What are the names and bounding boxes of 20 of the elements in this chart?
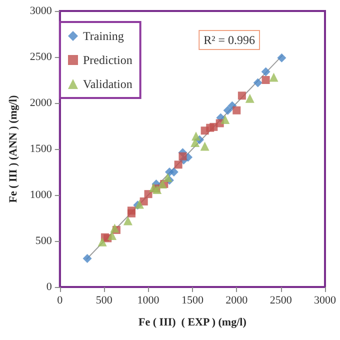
x-tick-label: 2500: [270, 294, 292, 306]
x-tick-label: 3000: [314, 294, 336, 306]
x-tick-label: 0: [57, 294, 64, 306]
y-tick-label: 2000: [30, 97, 52, 109]
y-tick-label: 1000: [30, 189, 52, 201]
x-tick-label: 1500: [181, 294, 204, 306]
x-axis-title: Fe ( III) ( EXP ) (mg/l): [138, 316, 247, 328]
y-tick-label: 3000: [30, 5, 52, 17]
x-tick-label: 2000: [226, 294, 248, 306]
y-tick-label: 2500: [30, 51, 52, 63]
annotation: R² = 0.996: [204, 33, 256, 47]
y-axis-title: Fe ( III ) (ANN ) (mg/l): [8, 94, 20, 203]
legend-label: Prediction: [83, 53, 132, 67]
x-tick-label: 500: [96, 294, 113, 306]
x-tick-label: 1000: [137, 294, 160, 306]
y-tick-label: 1500: [30, 143, 52, 155]
legend-label: Validation: [83, 77, 132, 91]
legend-label: Training: [83, 29, 124, 43]
y-tick-label: 500: [35, 235, 52, 247]
y-tick-label: 0: [46, 281, 52, 293]
